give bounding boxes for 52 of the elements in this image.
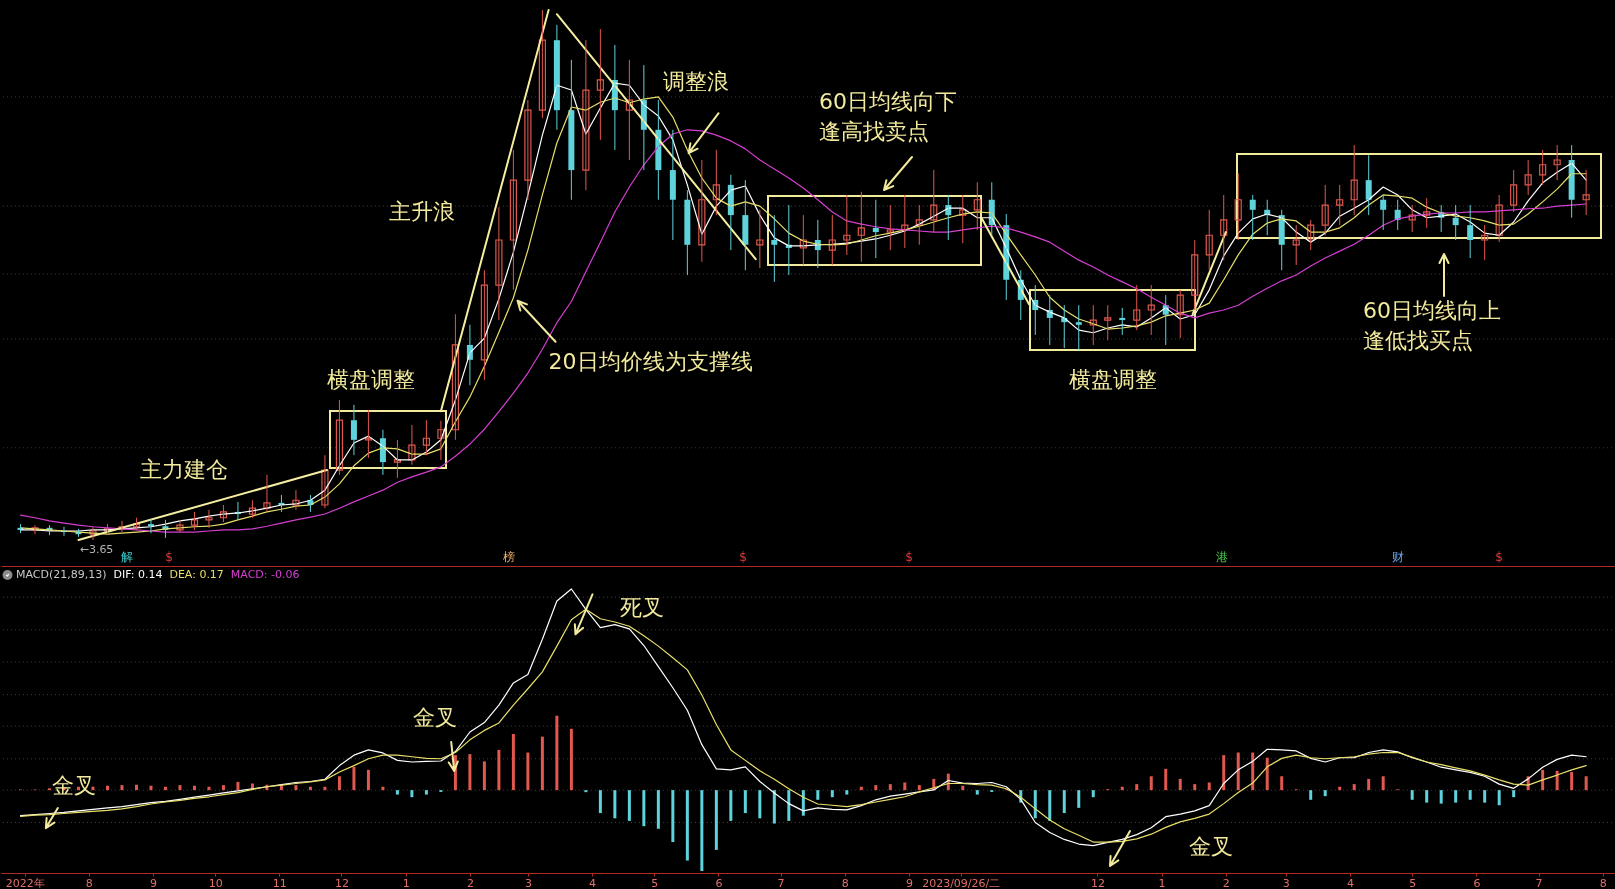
text: 解 — [121, 550, 133, 564]
annotation: 主力建仓 — [140, 457, 229, 483]
annotation: 金叉 — [1189, 834, 1233, 859]
annotation: 主升浪 — [388, 199, 455, 225]
text: $ — [165, 550, 173, 564]
text: $ — [905, 550, 913, 564]
annotation: 60日均线向下 — [819, 89, 957, 114]
text: $ — [1495, 550, 1503, 564]
x-tick-label: 9 — [150, 876, 158, 889]
text: 榜 — [503, 550, 515, 564]
annotation: 金叉 — [413, 704, 458, 730]
x-tick-label: 4 — [589, 876, 597, 889]
x-tick-label: 8 — [85, 876, 93, 889]
x-tick-label: 6 — [1473, 876, 1481, 889]
x-tick-label: 2 — [466, 876, 474, 889]
annotation: 逢高找卖点 — [819, 119, 929, 144]
x-tick-label: 2022年 — [5, 876, 45, 889]
annotation: 横盘调整 — [1069, 367, 1157, 392]
x-tick-label: 3 — [1282, 876, 1290, 889]
x-tick-label: 11 — [272, 876, 287, 889]
x-tick-label: 1 — [1158, 876, 1166, 889]
text: $ — [739, 550, 747, 564]
text: 港 — [1216, 550, 1228, 564]
x-tick-label: 3 — [524, 876, 532, 889]
x-tick-label: 12 — [335, 876, 349, 889]
x-tick-label: 10 — [208, 876, 223, 889]
text: 财 — [1392, 550, 1404, 564]
annotation: 金叉 — [51, 773, 96, 799]
annotation: 死叉 — [620, 595, 665, 621]
x-tick-label: 12 — [1090, 876, 1105, 889]
x-tick-label: 9 — [905, 876, 913, 889]
annotation: 20日均价线为支撑线 — [548, 348, 753, 374]
x-tick-label: 1 — [402, 876, 410, 889]
x-tick-label: 8 — [1599, 876, 1607, 889]
x-tick-label: 7 — [1535, 876, 1543, 889]
text: MACD: -0.06 — [230, 568, 300, 581]
x-tick-label: 4 — [1347, 876, 1355, 889]
x-tick-label: 5 — [651, 876, 659, 889]
x-tick-label: 2023/09/26/二 — [922, 876, 1001, 889]
annotation: 调整浪 — [662, 69, 729, 95]
annotation: 60日均线向上 — [1363, 298, 1501, 323]
annotation: 横盘调整 — [327, 367, 415, 392]
text: DEA: 0.17 — [169, 568, 224, 581]
x-tick-label: 7 — [777, 876, 785, 889]
text: DIF: 0.14 — [113, 568, 163, 581]
x-tick-label: 5 — [1409, 876, 1417, 889]
chart-title: MACD(21,89,13) — [16, 568, 107, 581]
x-tick-label: 2 — [1222, 876, 1230, 889]
x-tick-label: 8 — [841, 876, 849, 889]
x-tick-label: 6 — [715, 876, 723, 889]
annotation: ←3.65 — [79, 543, 114, 556]
annotation: 逢低找买点 — [1363, 328, 1473, 353]
